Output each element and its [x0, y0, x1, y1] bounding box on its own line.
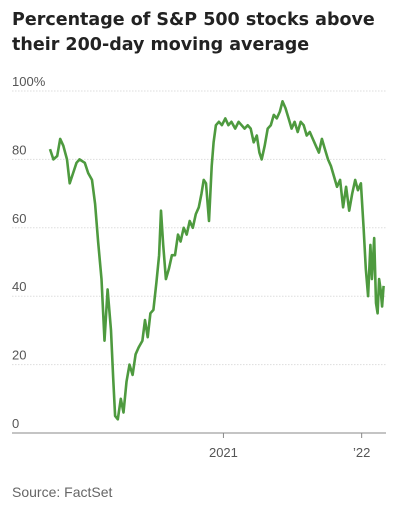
y-tick-label: 80 [12, 142, 26, 157]
y-tick-label: 60 [12, 211, 26, 226]
y-tick-label: 100% [12, 74, 46, 89]
y-tick-label: 0 [12, 416, 19, 431]
x-axis-ticks: 2021 ’22 [209, 433, 370, 460]
y-tick-label: 40 [12, 279, 26, 294]
x-tick-label: 2021 [209, 445, 238, 460]
y-axis-ticks: 0 20 40 60 80 100% [12, 74, 46, 431]
grid-lines [12, 90, 386, 366]
x-tick-label: ’22 [353, 445, 370, 460]
y-tick-label: 20 [12, 348, 26, 363]
series-line [48, 100, 385, 421]
source-note: Source: FactSet [12, 484, 113, 500]
chart-title: Percentage of S&P 500 stocks above their… [12, 10, 375, 55]
